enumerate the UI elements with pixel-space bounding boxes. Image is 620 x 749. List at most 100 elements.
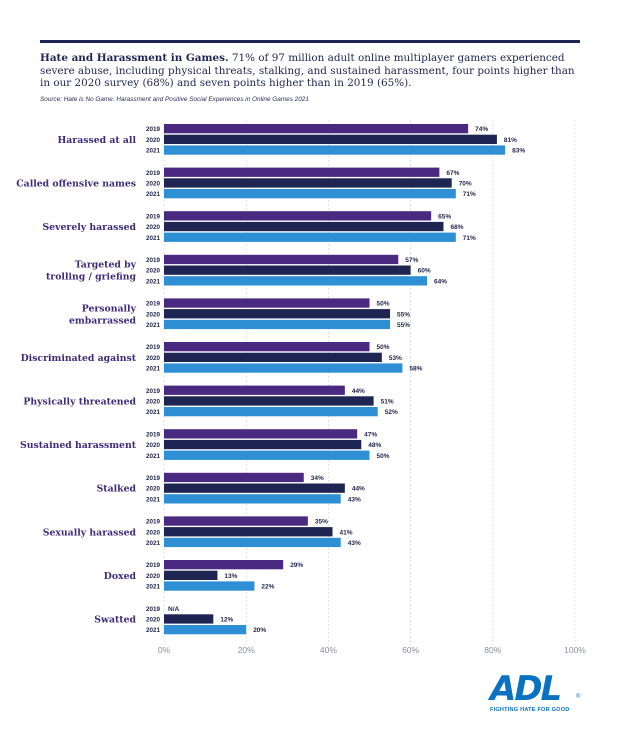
year-label: 2021 [146,148,161,155]
data-label: 13% [224,573,237,580]
year-label: 2019 [146,519,161,526]
year-label: 2019 [146,344,161,351]
bar-2019 [164,429,358,439]
x-tick-label: 80% [484,645,501,655]
bar-2020 [164,527,333,537]
year-label: 2019 [146,606,161,613]
data-label: 43% [348,496,361,503]
bar-2020 [164,614,214,624]
data-label: 55% [397,322,410,329]
top-rule [40,40,580,43]
year-label: 2021 [146,584,161,591]
data-label: 58% [409,366,422,373]
year-label: 2020 [146,311,161,318]
category-label: trolling / griefing [46,272,136,283]
bar-2020 [164,570,218,580]
data-label: 12% [220,617,233,624]
data-label: 68% [450,224,463,231]
year-label: 2019 [146,431,161,438]
bar-2020 [164,265,411,275]
category-label: Swatted [94,614,136,625]
data-label: 71% [463,235,476,242]
data-label: 71% [463,191,476,198]
data-label: 50% [377,301,390,308]
data-label: 74% [475,126,488,133]
category-label: Physically threatened [23,396,136,407]
year-label: 2020 [146,529,161,536]
adl-logo: ADL ® FIGHTING HATE FOR GOOD [490,672,582,716]
bar-2019 [164,342,370,352]
bar-2020 [164,134,497,144]
category-label: Severely harassed [42,222,136,233]
data-label: 35% [315,519,328,526]
bar-2019 [164,167,440,177]
data-label: 53% [389,355,402,362]
bar-2021 [164,145,506,155]
category-label: Harassed at all [58,135,137,146]
source-note: Source: Hate is No Game: Harassment and … [40,96,309,103]
bar-2021 [164,319,391,330]
category-label: Personally [82,303,137,314]
year-label: 2021 [146,278,161,285]
data-label: 44% [352,486,365,493]
data-label: 47% [364,431,377,438]
category-label: Stalked [97,484,137,495]
year-label: 2021 [146,453,161,460]
year-label: 2020 [146,573,161,580]
year-label: 2020 [146,399,161,406]
data-label: 57% [405,257,418,264]
headline-bold: Hate and Harassment in Games. [40,52,229,64]
bar-2021 [164,363,403,373]
bar-2019 [164,124,469,134]
year-label: 2019 [146,475,161,482]
year-label: 2019 [146,301,161,308]
year-label: 2021 [146,366,161,373]
bar-2021 [164,537,341,548]
data-label: 52% [385,409,398,416]
bar-2020 [164,221,444,232]
year-label: 2019 [146,562,161,569]
data-label-na: N/A [168,606,180,613]
year-label: 2019 [146,170,161,177]
x-tick-label: 0% [158,645,171,655]
year-label: 2020 [146,181,161,188]
data-label: 44% [352,388,365,395]
category-label: Doxed [104,571,137,582]
bar-2021 [164,276,428,286]
data-label: 81% [504,137,517,144]
bar-2020 [164,178,452,188]
data-label: 48% [368,442,381,449]
data-label: 34% [311,475,324,482]
data-label: 60% [418,268,431,275]
x-tick-label: 20% [238,645,255,655]
year-label: 2019 [146,257,161,264]
year-label: 2020 [146,486,161,493]
category-label: Discriminated against [21,353,137,364]
year-label: 2020 [146,137,161,144]
data-label: 20% [253,627,266,634]
x-tick-label: 100% [564,645,586,655]
bar-2021 [164,581,255,591]
data-label: 50% [377,453,390,460]
data-label: 51% [381,399,394,406]
bar-2021 [164,232,456,242]
year-label: 2021 [146,191,161,198]
bar-2020 [164,483,345,493]
headline-text: 71% of 97 million adult online multiplay… [40,52,575,90]
bar-2020 [164,396,374,406]
data-label: 50% [377,344,390,351]
bar-2019 [164,472,304,483]
category-label: Targeted by [75,260,137,271]
category-label: Called offensive names [16,178,136,189]
bar-2019 [164,298,370,308]
year-label: 2019 [146,388,161,395]
bar-2021 [164,407,378,417]
x-tick-label: 60% [402,645,419,655]
year-label: 2020 [146,268,161,275]
year-label: 2020 [146,355,161,362]
data-label: 65% [438,213,451,220]
bar-2021 [164,450,370,460]
category-label: embarrassed [69,315,136,326]
bar-2019 [164,560,284,570]
